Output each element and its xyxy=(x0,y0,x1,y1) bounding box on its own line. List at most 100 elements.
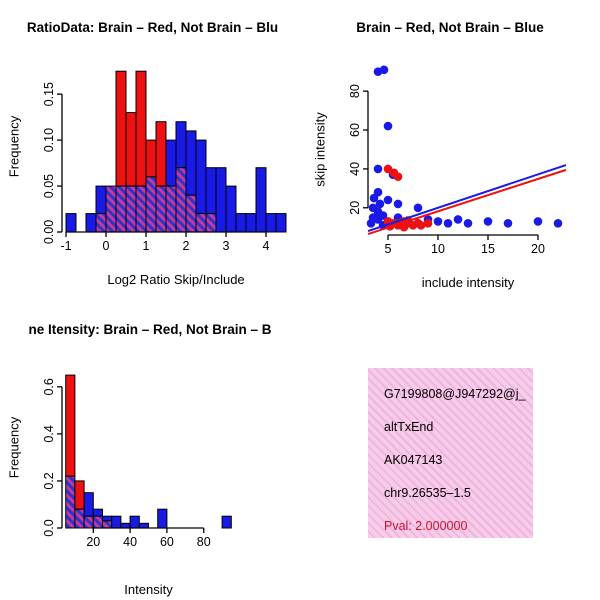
data-point xyxy=(416,221,426,230)
data-point xyxy=(378,211,388,220)
scatter-title: Brain – Red, Not Brain – Blue xyxy=(356,20,544,35)
y-tick-label: 0.0 xyxy=(42,519,56,536)
x-tick-label: 4 xyxy=(263,239,270,253)
hist-bar xyxy=(235,213,247,233)
data-point xyxy=(383,121,393,131)
hist-bar xyxy=(105,185,117,233)
hist-bar xyxy=(165,185,177,233)
data-point xyxy=(533,217,543,226)
info-line-locus: chr9.26535–1.5 xyxy=(384,486,471,500)
y-tick-label: 0.00 xyxy=(42,220,56,244)
hist-bar xyxy=(221,515,232,529)
fit-brain-line xyxy=(367,168,567,235)
hist-bar xyxy=(185,194,197,233)
scatter-xlabel: include intensity xyxy=(421,275,515,290)
x-tick-label: 1 xyxy=(143,239,150,253)
hist-bar xyxy=(185,130,197,196)
hist-bar xyxy=(245,213,257,233)
x-tick-label: 15 xyxy=(481,242,495,256)
hist2-xlabel: Intensity xyxy=(124,582,173,597)
y-tick-label: 80 xyxy=(348,84,362,98)
hist-bar xyxy=(115,70,127,187)
hist1-xlabel: Log2 Ratio Skip/Include xyxy=(107,272,245,287)
hist-bar xyxy=(135,185,147,233)
y-tick-label: 20 xyxy=(348,201,362,215)
hist-bar xyxy=(74,508,85,529)
x-tick-label: 80 xyxy=(197,535,211,549)
hist2-ylabel: Frequency xyxy=(6,416,22,479)
info-line-pval: Pval: 2.000000 xyxy=(384,519,468,533)
hist-bar xyxy=(92,508,104,517)
info-line-accession: AK047143 xyxy=(384,453,443,467)
hist-bar xyxy=(145,176,157,233)
hist-bar xyxy=(95,185,107,215)
hist-bar xyxy=(92,515,104,529)
y-tick-label: 0.05 xyxy=(42,174,56,198)
data-point xyxy=(553,219,563,228)
y-tick-label: 40 xyxy=(348,162,362,176)
x-tick-label: 10 xyxy=(431,242,445,256)
hist-bar xyxy=(138,522,150,529)
data-point xyxy=(393,199,403,209)
bars xyxy=(65,70,287,233)
data-point xyxy=(413,203,423,213)
hist-bar xyxy=(85,213,97,233)
intensity-scatter: 5 10 15 20 20 40 60 80 xyxy=(348,65,567,256)
hist-bar xyxy=(215,167,227,233)
hist-bar xyxy=(74,480,85,510)
data-point xyxy=(433,217,443,226)
scatter-ylabel: skip intensity xyxy=(312,112,328,187)
hist-bar xyxy=(65,374,76,477)
x-tick-label: 20 xyxy=(531,242,545,256)
x-tick-label: 5 xyxy=(385,242,392,256)
x-tick-label: 2 xyxy=(183,239,190,253)
bars xyxy=(65,374,232,529)
hist-bar xyxy=(135,70,147,187)
hist-bar xyxy=(157,508,168,529)
hist-bar xyxy=(125,112,137,187)
gene-intensity-histogram: 20 40 60 80 0.0 0.2 0.4 0.6 xyxy=(42,374,232,549)
hist-bar xyxy=(65,213,77,233)
y-tick-label: 0.10 xyxy=(42,128,56,152)
data-point xyxy=(443,219,453,228)
hist-bar xyxy=(83,492,94,517)
log2-ratio-histogram: -1 0 1 2 3 4 0.00 0.05 0.10 0.15 xyxy=(42,70,287,253)
data-point xyxy=(393,172,403,181)
x-tick-label: 0 xyxy=(103,239,110,253)
hist-bar xyxy=(145,139,157,178)
x-tick-label: -1 xyxy=(60,239,71,253)
hist-bar xyxy=(205,167,217,215)
hist-bar xyxy=(129,515,140,529)
y-tick-label: 0.15 xyxy=(42,82,56,106)
hist-bar xyxy=(255,167,267,233)
info-line-id: G7199808@J947292@j_ xyxy=(384,387,526,401)
data-point xyxy=(373,187,383,197)
x-tick-label: 40 xyxy=(123,535,137,549)
data-point xyxy=(483,217,493,226)
y-tick-label: 0.6 xyxy=(42,378,56,395)
y-tick-label: 60 xyxy=(348,123,362,137)
info-line-event-type: altTxEnd xyxy=(384,420,434,434)
data-point xyxy=(379,65,389,75)
data-point xyxy=(503,219,513,228)
hist-bar xyxy=(175,167,187,233)
hist-bar xyxy=(265,213,277,233)
hist-bar xyxy=(225,185,237,233)
hist-bar xyxy=(120,522,131,529)
fit-not-brain-line xyxy=(367,164,567,233)
hist2-title: ne Itensity: Brain – Red, Not Brain – B xyxy=(28,322,272,337)
hist-bar xyxy=(165,139,177,187)
hist-bar xyxy=(155,121,167,187)
hist1-ylabel: Frequency xyxy=(6,115,22,178)
y-tick-label: 0.2 xyxy=(42,472,56,489)
hist-bar xyxy=(95,213,107,233)
x-tick-label: 60 xyxy=(160,535,174,549)
data-point xyxy=(373,164,383,174)
hist-bar xyxy=(102,515,113,522)
hist-bar xyxy=(83,515,94,529)
x-tick-label: 20 xyxy=(86,535,100,549)
data-point xyxy=(463,219,473,228)
data-point xyxy=(423,219,433,228)
